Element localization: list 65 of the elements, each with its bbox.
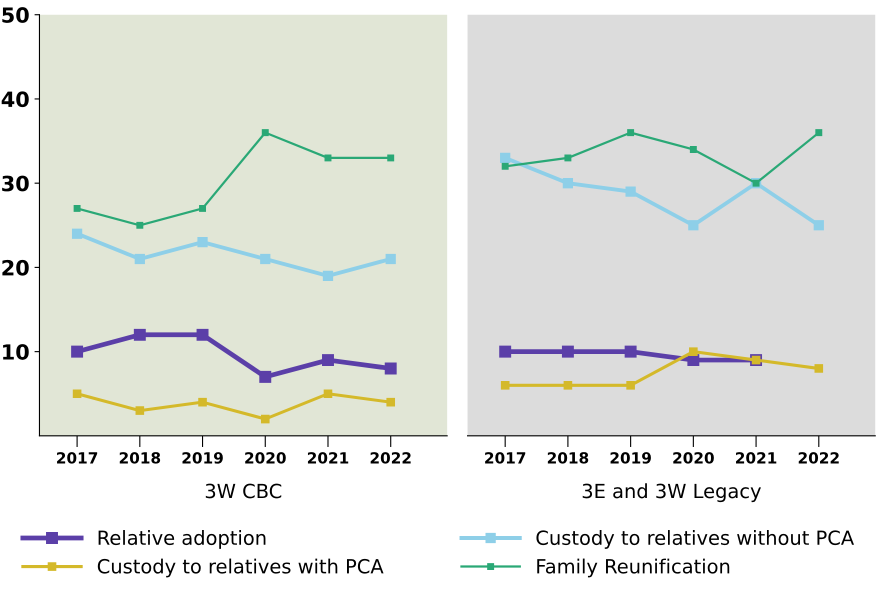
point <box>564 381 572 390</box>
y-tick-label: 30 <box>2 176 29 192</box>
legend-label: Family Reunification <box>537 558 730 578</box>
point <box>624 346 637 358</box>
point <box>199 204 206 212</box>
x-tick-label: 2020 <box>245 452 286 464</box>
point <box>324 389 332 398</box>
point <box>625 186 636 197</box>
x-axis-title: 3E and 3W Legacy <box>582 483 761 502</box>
y-tick-label: 50 <box>2 7 29 23</box>
point <box>72 228 82 239</box>
x-tick-label: 2019 <box>182 452 223 464</box>
point <box>500 152 510 164</box>
x-tick-label: 2019 <box>610 452 651 464</box>
x-tick-label: 2021 <box>308 452 348 464</box>
point <box>500 381 510 390</box>
point <box>386 254 396 264</box>
point <box>627 129 634 136</box>
legend-label: Relative adoption <box>98 530 266 549</box>
point <box>562 178 574 188</box>
point <box>72 389 82 398</box>
point <box>387 154 394 162</box>
point <box>690 146 697 153</box>
point <box>260 254 270 264</box>
point <box>322 354 334 366</box>
y-tick-label: 10 <box>3 344 29 360</box>
x-tick-label: 2018 <box>120 452 160 464</box>
point <box>262 129 269 136</box>
point <box>198 398 207 406</box>
point <box>386 398 396 406</box>
y-tick-label: 40 <box>2 91 29 108</box>
point <box>259 370 272 383</box>
point <box>136 222 144 229</box>
y-tick-label: 20 <box>2 260 29 276</box>
x-tick-label: 2018 <box>548 452 588 464</box>
point <box>689 347 698 356</box>
point <box>74 204 81 212</box>
legend-label: Custody to relatives with PCA <box>98 558 384 578</box>
point <box>688 220 698 230</box>
point <box>71 346 84 358</box>
point <box>384 362 397 374</box>
point <box>502 162 509 170</box>
point <box>134 254 145 264</box>
point <box>196 328 209 341</box>
point <box>626 381 635 390</box>
point <box>564 154 572 162</box>
point <box>322 270 334 281</box>
point <box>324 154 332 162</box>
point <box>260 414 270 424</box>
point <box>814 220 824 230</box>
x-tick-label: 2021 <box>736 452 776 464</box>
legend-label: Custody to relatives without PCA <box>536 530 854 549</box>
point <box>562 346 574 358</box>
point <box>136 406 144 415</box>
x-tick-label: 2017 <box>485 452 526 464</box>
x-tick-label: 2022 <box>798 452 839 464</box>
point <box>134 328 146 341</box>
point <box>814 364 824 373</box>
x-tick-label: 2020 <box>673 452 714 464</box>
x-tick-label: 2022 <box>370 452 411 464</box>
x-tick-label: 2017 <box>57 452 98 464</box>
point <box>197 237 208 248</box>
point <box>815 129 822 136</box>
x-axis-title: 3W CBC <box>206 484 282 498</box>
point <box>499 346 512 358</box>
